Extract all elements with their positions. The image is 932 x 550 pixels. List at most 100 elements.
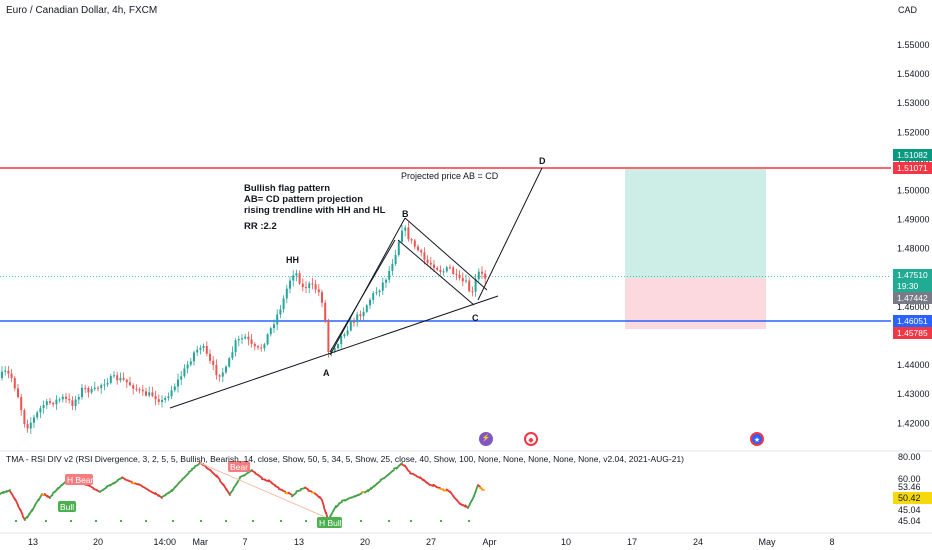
rsi-segment: [127, 479, 133, 483]
take-profit-zone[interactable]: [625, 169, 766, 278]
candle-up: [225, 366, 227, 373]
event-icon-flag-ca[interactable]: ◆: [524, 432, 538, 446]
candle-up: [282, 298, 285, 310]
candle-up: [378, 290, 381, 293]
rsi-label-bull: Bull: [58, 501, 76, 512]
candle-up: [391, 263, 394, 271]
currency-label[interactable]: CAD: [898, 5, 918, 15]
rsi-segment: [251, 469, 257, 474]
rsi-segment: [357, 492, 363, 497]
candle-down: [7, 370, 10, 374]
price-badge: [893, 327, 932, 339]
time-tick: 27: [426, 537, 436, 547]
rsi-tick: 45.04: [898, 516, 921, 526]
candle-up: [385, 279, 387, 283]
candle-up: [193, 352, 195, 362]
event-icon-flag-eu[interactable]: ★: [750, 432, 764, 446]
rsi-tick: 50.42: [898, 493, 921, 503]
svg-text:H Bull: H Bull: [319, 518, 342, 528]
price-tick: 1.49000: [897, 215, 930, 225]
candle-down: [481, 271, 483, 274]
rsi-segment: [89, 485, 95, 489]
price-tick: 1.42000: [897, 418, 930, 428]
candle-down: [301, 283, 304, 288]
flag-upper[interactable]: [404, 217, 488, 291]
rsi-marker: [70, 520, 72, 522]
candle-down: [410, 239, 413, 241]
rsi-segment: [364, 489, 369, 494]
time-tick: 7: [243, 537, 248, 547]
candle-up: [164, 397, 167, 400]
price-tick: 1.53000: [897, 98, 930, 108]
price-axis[interactable]: 1.55000 1.54000 1.53000 1.52000 1.51000 1.500…: [897, 40, 930, 428]
price-badge-text: 1.51071: [897, 163, 928, 173]
candle-down: [426, 259, 429, 263]
note-line-2: AB= CD pattern projection: [244, 194, 364, 205]
candle-down: [439, 269, 442, 273]
candle-up: [228, 358, 231, 367]
candle-up: [148, 392, 151, 396]
candle-up: [372, 293, 375, 300]
candle-down: [154, 396, 157, 400]
candle-up: [55, 399, 58, 405]
cd-leg[interactable]: [477, 167, 543, 301]
event-icon-1[interactable]: ⚡: [479, 432, 493, 446]
rsi-marker: [360, 520, 362, 522]
symbol-title[interactable]: Euro / Canadian Dollar, 4h, FXCM: [6, 5, 158, 16]
candle-up: [109, 376, 112, 384]
indicator-title[interactable]: TMA - RSI DIV v2 (RSI Divergence, 3, 2, …: [6, 454, 684, 464]
label-b: B: [402, 209, 409, 219]
time-axis[interactable]: 13 20 14:00 Mar 7 13 20 27 Apr 10 17 24 May 8: [28, 537, 835, 547]
candle-down: [135, 388, 138, 390]
candle-up: [183, 368, 186, 377]
rsi-segment: [271, 482, 277, 487]
svg-text:Bull: Bull: [60, 502, 74, 512]
rsi-marker: [410, 520, 412, 522]
candle-up: [276, 314, 279, 325]
rsi-marker: [45, 520, 47, 522]
candle-down: [26, 424, 29, 429]
candle-up: [401, 230, 403, 242]
candle-up: [295, 273, 298, 276]
flag-lower[interactable]: [397, 239, 475, 306]
candle-up: [465, 280, 467, 282]
label-a: A: [323, 368, 330, 378]
candle-up: [189, 361, 192, 365]
candle-down: [449, 267, 451, 269]
rsi-tick: 53.46: [898, 482, 921, 492]
candle-up: [285, 288, 288, 299]
candle-down: [298, 273, 301, 284]
candle-up: [29, 422, 32, 429]
candle-up: [474, 279, 477, 292]
price-badge-text: 1.45785: [897, 328, 928, 338]
candle-down: [257, 346, 259, 348]
candle-up: [202, 345, 205, 348]
rsi-segment: [389, 469, 395, 474]
price-tick: 1.46000: [897, 302, 930, 312]
rsi-segment: [299, 487, 306, 491]
rsi-divergence-line: [199, 462, 326, 518]
candle-up: [289, 280, 291, 289]
rsi-segment: [5, 489, 11, 493]
rsi-segment: [113, 479, 119, 485]
candle-down: [317, 289, 320, 293]
candle-down: [314, 284, 317, 290]
ab-channel-line[interactable]: [329, 239, 396, 353]
candle-down: [122, 377, 125, 380]
rising-trendline[interactable]: [169, 295, 499, 409]
candle-down: [436, 267, 439, 270]
rsi-last-badge: [893, 492, 932, 504]
rsi-segment: [398, 462, 403, 467]
candle-down: [452, 267, 455, 274]
note-line-3: rising trendline with HH and HL: [244, 205, 386, 216]
rsi-segment: [232, 482, 238, 490]
time-tick: Apr: [483, 537, 497, 547]
rsi-tick: 80.00: [898, 452, 921, 462]
time-tick: 17: [627, 537, 637, 547]
candle-up: [36, 412, 39, 418]
time-tick: 24: [693, 537, 703, 547]
svg-text:H Bear: H Bear: [67, 475, 94, 485]
candle-down: [215, 364, 218, 376]
